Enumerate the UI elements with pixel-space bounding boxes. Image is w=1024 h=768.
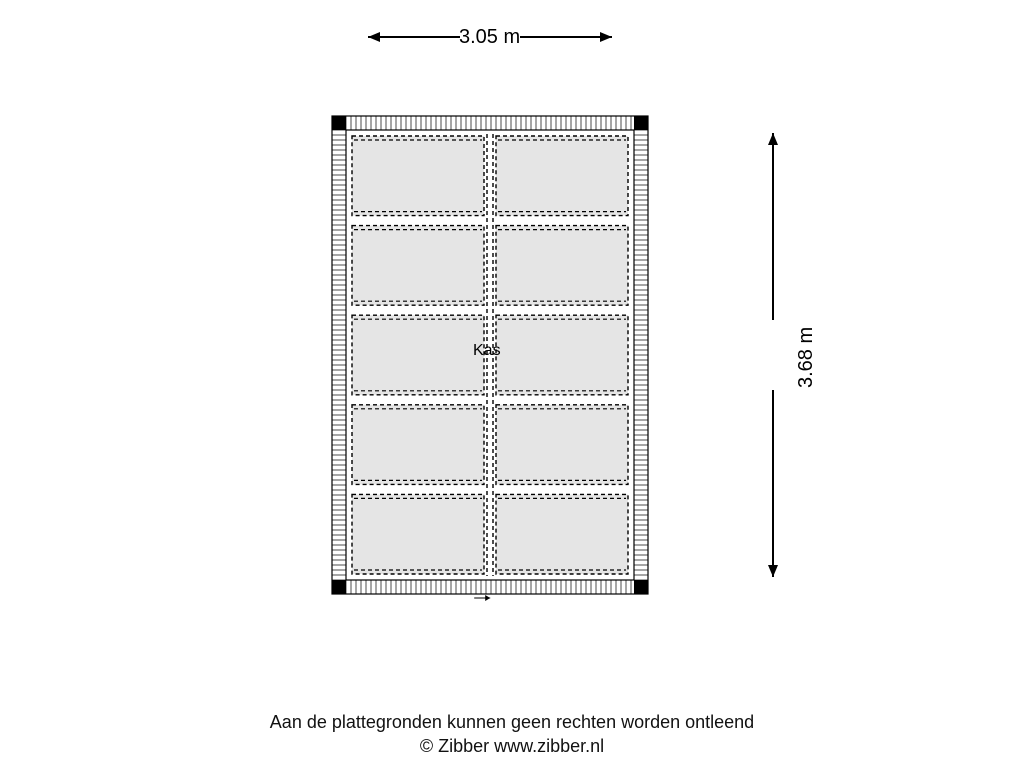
room-label: Kas xyxy=(473,342,501,360)
footer-text: Aan de plattegronden kunnen geen rechten… xyxy=(0,710,1024,759)
footer-line2: © Zibber www.zibber.nl xyxy=(0,734,1024,758)
floorplan-canvas: 3.05 m 3.68 m Kas Aan de plattegronden k… xyxy=(0,0,1024,768)
dim-line-height xyxy=(758,125,788,585)
dim-label-width: 3.05 m xyxy=(459,26,520,49)
footer-line1: Aan de plattegronden kunnen geen rechten… xyxy=(0,710,1024,734)
dim-label-height: 3.68 m xyxy=(795,327,818,388)
